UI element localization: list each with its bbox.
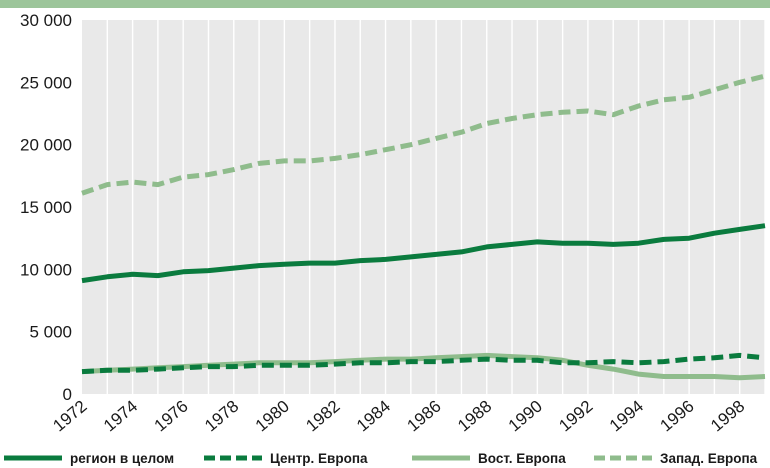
x-tick-label: 1992 (555, 397, 596, 436)
y-tick-label: 20 000 (20, 136, 72, 155)
legend-label-central-europe: Центр. Европа (270, 450, 368, 466)
legend-swatch-region (4, 455, 62, 461)
y-tick-label: 0 (63, 385, 72, 404)
legend-label-eastern-europe: Вост. Европа (478, 450, 566, 466)
legend: регион в целом Центр. Европа Вост. Европ… (0, 448, 770, 468)
x-tick-label: 1972 (49, 397, 90, 436)
plot-area (82, 20, 765, 394)
x-tick-label: 1980 (252, 397, 293, 436)
legend-swatch-central-europe (204, 455, 262, 461)
x-tick-label: 1998 (707, 397, 748, 436)
x-tick-label: 1988 (454, 397, 495, 436)
y-tick-label: 10 000 (20, 260, 72, 279)
x-tick-label: 1982 (302, 397, 343, 436)
line-chart: 0 5 000 10 000 15 000 20 000 25 000 30 000 197… (20, 11, 766, 436)
y-axis-ticks: 0 5 000 10 000 15 000 20 000 25 000 30 000 (20, 11, 72, 404)
series-line-3 (81, 73, 766, 196)
legend-item-eastern-europe: Вост. Европа (412, 448, 566, 468)
x-axis-ticks: 1972 1974 1976 1978 1980 1982 1984 1986 1988 1990… (49, 397, 748, 436)
y-tick-label: 15 000 (20, 198, 72, 217)
x-tick-label: 1974 (100, 397, 141, 436)
x-tick-label: 1994 (606, 397, 647, 436)
series-line-1 (81, 352, 766, 375)
legend-label-region: регион в целом (70, 450, 175, 466)
x-tick-label: 1978 (201, 397, 242, 436)
legend-swatch-western-europe (594, 455, 652, 461)
series-line-0 (81, 223, 766, 284)
x-tick-label: 1990 (505, 397, 546, 436)
vertical-gridlines (106, 20, 766, 394)
legend-item-region: регион в целом (4, 448, 174, 468)
legend-item-central-europe: Центр. Европа (204, 448, 368, 468)
y-tick-label: 30 000 (20, 11, 72, 30)
top-accent-bar (0, 0, 770, 8)
legend-item-western-europe: Запад. Европа (594, 448, 757, 468)
x-tick-label: 1976 (151, 397, 192, 436)
x-tick-label: 1996 (656, 397, 697, 436)
y-tick-label: 25 000 (20, 73, 72, 92)
x-tick-label: 1984 (353, 397, 394, 436)
series-lines (81, 73, 766, 381)
legend-label-western-europe: Запад. Европа (660, 450, 758, 466)
legend-swatch-eastern-europe (412, 455, 470, 461)
y-tick-label: 5 000 (29, 323, 72, 342)
x-tick-label: 1986 (404, 397, 445, 436)
